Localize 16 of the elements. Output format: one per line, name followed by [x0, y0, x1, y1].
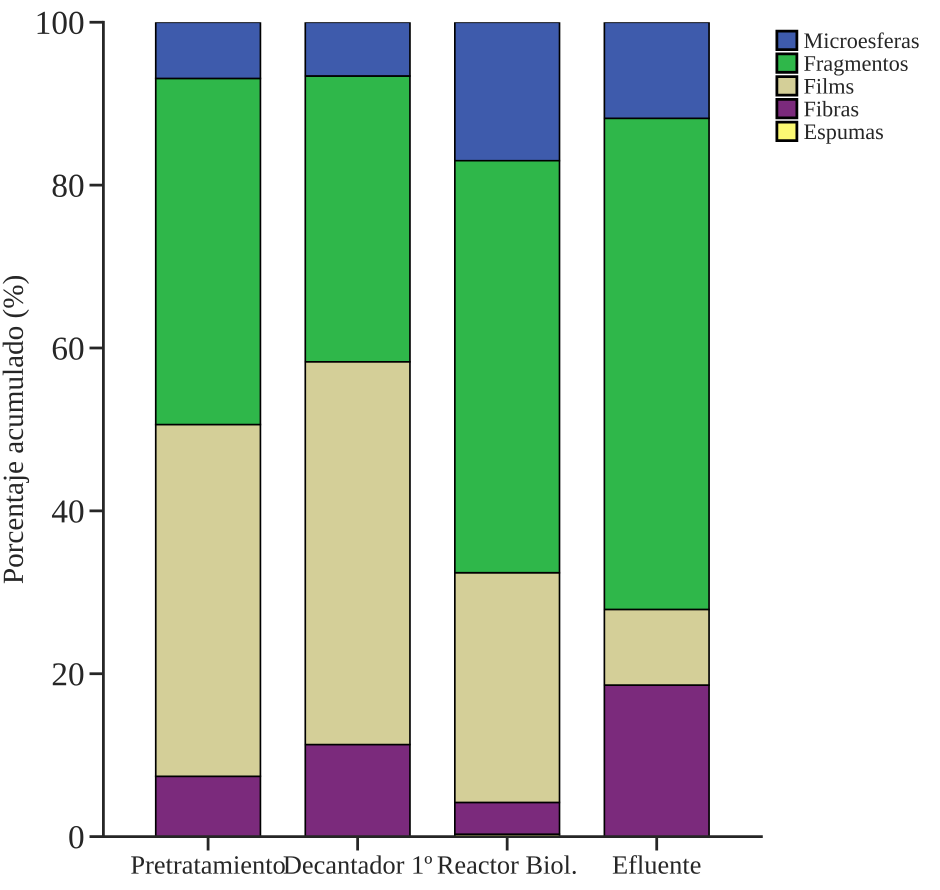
y-axis-title: Porcentaje acumulado (%) — [2, 276, 30, 584]
legend-label: Microesferas — [804, 32, 919, 48]
x-tick-label: Reactor Biol. — [438, 855, 576, 874]
legend-label: Fibras — [804, 100, 858, 117]
y-tick-label: 80 — [52, 174, 84, 198]
y-tick-label: 0 — [69, 826, 84, 848]
x-tick-label: Efluente — [612, 855, 700, 874]
y-tick-label: 20 — [52, 663, 84, 686]
x-tick-label: Pretratamiento — [131, 856, 285, 874]
x-tick-label: Decantador 1º — [284, 855, 432, 874]
legend-label: Fragmentos — [804, 56, 908, 76]
legend-label: Films — [804, 78, 854, 94]
legend-label: Espumas — [804, 124, 883, 144]
y-tick-label: 100 — [38, 12, 84, 34]
y-tick-label: 60 — [52, 337, 84, 360]
y-tick-label: 40 — [52, 500, 84, 523]
